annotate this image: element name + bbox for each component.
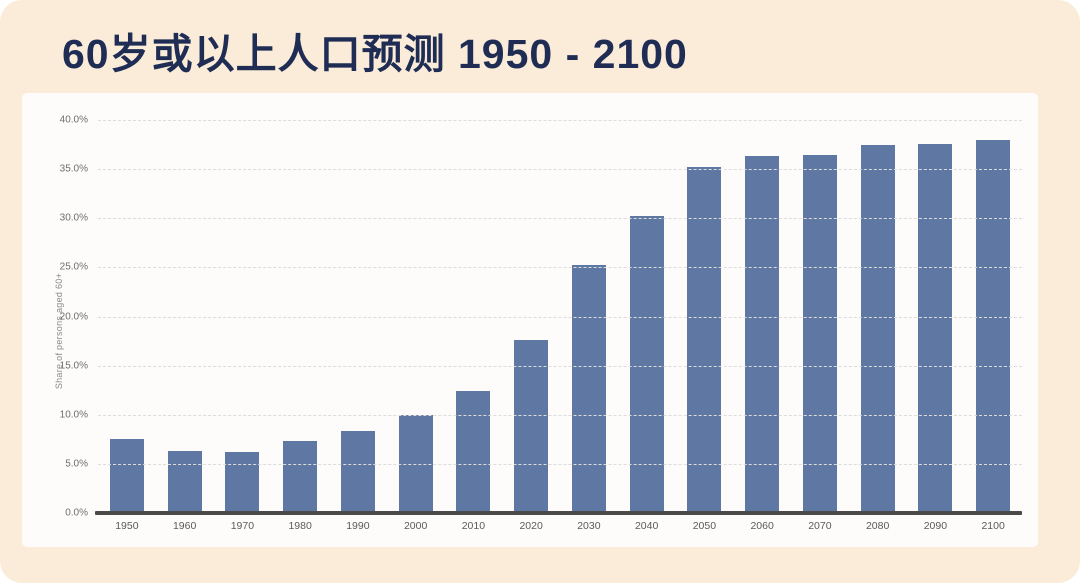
gridline-5 bbox=[98, 463, 1022, 465]
bar-slot: 2060 bbox=[733, 120, 791, 532]
y-tick-label: 5.0% bbox=[65, 458, 88, 470]
bar-2100 bbox=[976, 139, 1011, 513]
x-tick-label: 2010 bbox=[461, 520, 486, 532]
y-tick-label: 20.0% bbox=[59, 311, 88, 322]
x-tick-label: 1950 bbox=[115, 520, 139, 532]
plot-area: 1950 1960 1970 1980 1990 2000 2010 2020 2030 2040… bbox=[60, 115, 1022, 532]
gridline-25 bbox=[98, 267, 1022, 269]
gridline-20 bbox=[98, 316, 1022, 318]
bar-2040 bbox=[629, 216, 664, 513]
bar-2060 bbox=[745, 156, 780, 513]
bar-1950 bbox=[109, 439, 144, 513]
bar-2080 bbox=[860, 144, 895, 513]
bar-1960 bbox=[167, 451, 202, 513]
x-tick-label: 2030 bbox=[577, 520, 601, 532]
y-tick-label: 15.0% bbox=[59, 360, 88, 372]
y-tick-label: 40.0% bbox=[59, 114, 88, 126]
bar-1980 bbox=[283, 441, 318, 513]
bar-slot: 1970 bbox=[214, 120, 272, 532]
gridline-35 bbox=[98, 169, 1022, 171]
y-tick-label: 10.0% bbox=[59, 409, 88, 421]
bar-slot: 1950 bbox=[98, 120, 156, 532]
gridline-30 bbox=[98, 218, 1022, 220]
x-tick-label: 2070 bbox=[808, 520, 832, 532]
bar-2070 bbox=[802, 155, 837, 513]
x-tick-label: 2060 bbox=[750, 520, 774, 532]
x-tick-label: 2020 bbox=[519, 520, 543, 532]
x-axis-line bbox=[95, 511, 1022, 515]
chart-card: Share of persons aged 60+ 1950 1960 1970 19… bbox=[22, 93, 1038, 547]
bar-slot: 2090 bbox=[907, 120, 965, 532]
x-tick-label: 1980 bbox=[288, 520, 312, 532]
x-tick-label: 1990 bbox=[346, 520, 370, 532]
y-tick-label: 0.0% bbox=[65, 507, 88, 519]
gridline-40 bbox=[98, 120, 1022, 121]
gridline-15 bbox=[98, 365, 1022, 367]
bar-2020 bbox=[514, 340, 549, 513]
x-tick-label: 2050 bbox=[692, 520, 717, 532]
bar-2010 bbox=[456, 391, 491, 513]
page-title: 60岁或以上人口预测 1950 - 2100 bbox=[62, 31, 688, 77]
bar-1990 bbox=[340, 431, 375, 513]
bar-slot: 2040 bbox=[618, 120, 676, 532]
bar-series: 1950 1960 1970 1980 1990 2000 2010 2020 2030 2040… bbox=[98, 120, 1022, 532]
bar-2030 bbox=[571, 265, 606, 513]
bar-slot: 2070 bbox=[791, 120, 849, 532]
y-axis-title: Share of persons aged 60+ bbox=[54, 272, 64, 390]
x-tick-label: 2040 bbox=[634, 520, 659, 532]
y-tick-label: 35.0% bbox=[59, 163, 88, 175]
bar-slot: 2020 bbox=[502, 120, 560, 532]
bar-slot: 2030 bbox=[560, 120, 618, 532]
y-tick-label: 30.0% bbox=[59, 212, 88, 224]
x-tick-label: 2080 bbox=[865, 520, 890, 532]
bar-1970 bbox=[225, 452, 260, 513]
bar-slot: 1990 bbox=[329, 120, 387, 532]
x-tick-label: 1970 bbox=[230, 520, 255, 532]
gridline-10 bbox=[98, 414, 1022, 416]
x-tick-label: 1960 bbox=[172, 520, 197, 532]
bar-2090 bbox=[918, 143, 953, 513]
x-tick-label: 2100 bbox=[981, 520, 1005, 532]
bar-2050 bbox=[687, 167, 722, 513]
y-tick-label: 25.0% bbox=[59, 261, 88, 273]
bar-slot: 2080 bbox=[849, 120, 907, 532]
bar-slot: 2100 bbox=[964, 120, 1022, 532]
x-tick-label: 2000 bbox=[403, 520, 428, 532]
bar-slot: 2050 bbox=[676, 120, 734, 532]
bar-slot: 1960 bbox=[156, 120, 214, 532]
x-tick-label: 2090 bbox=[923, 520, 948, 532]
bar-slot: 1980 bbox=[271, 120, 329, 532]
bar-slot: 2010 bbox=[445, 120, 503, 532]
